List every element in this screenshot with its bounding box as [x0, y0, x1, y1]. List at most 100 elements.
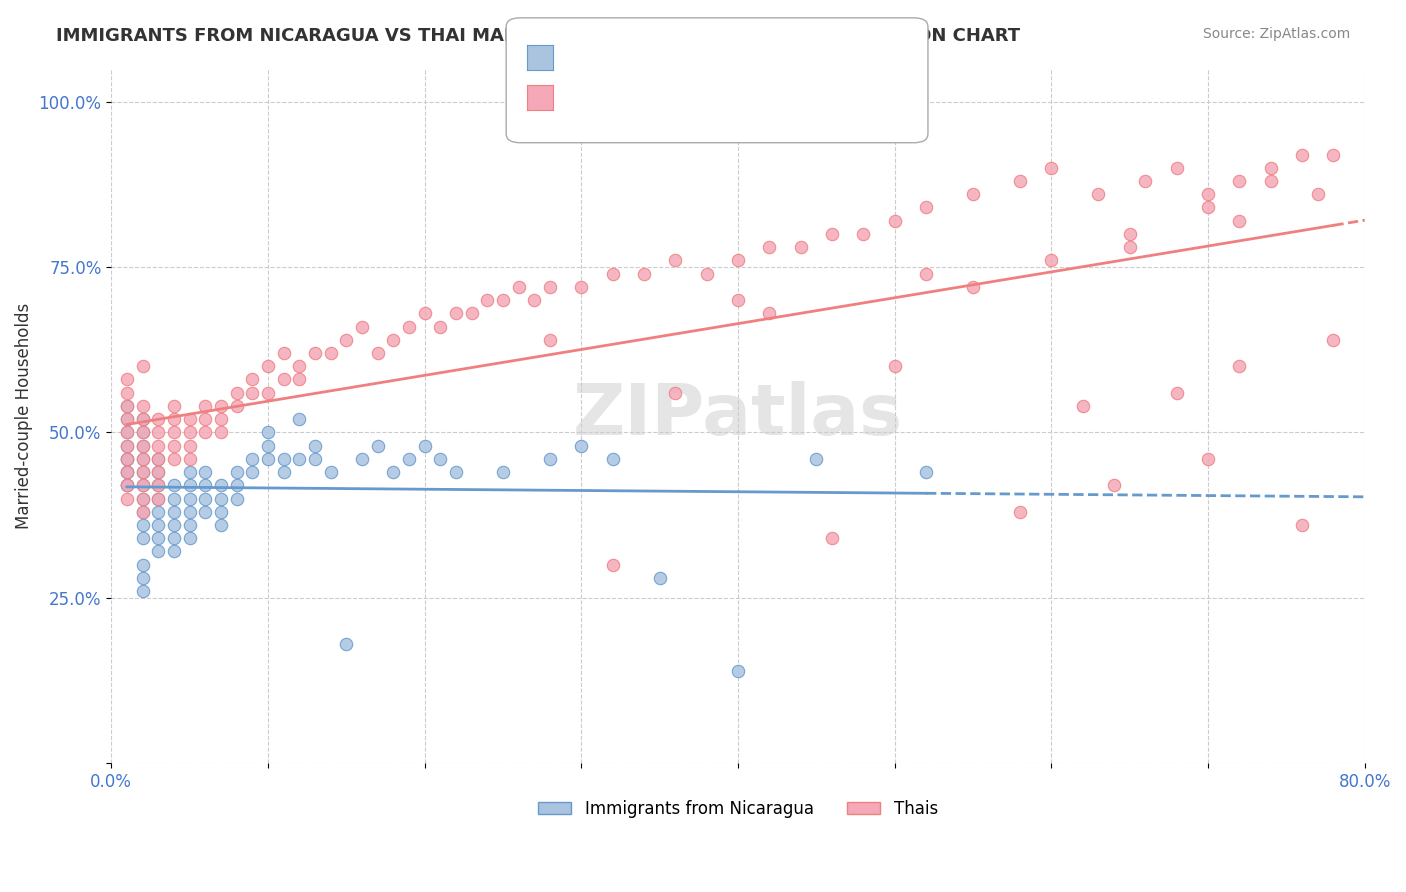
- Point: [179, 505, 201, 519]
- Point: [115, 465, 138, 479]
- Point: [115, 372, 138, 386]
- Point: [350, 319, 373, 334]
- Point: [115, 451, 138, 466]
- Point: [758, 306, 780, 320]
- Point: [398, 319, 420, 334]
- Point: [1102, 478, 1125, 492]
- Point: [131, 518, 153, 533]
- Point: [225, 399, 247, 413]
- Point: [288, 451, 311, 466]
- Point: [257, 425, 280, 440]
- Point: [115, 465, 138, 479]
- Y-axis label: Married-couple Households: Married-couple Households: [15, 302, 32, 529]
- Point: [131, 451, 153, 466]
- Point: [131, 465, 153, 479]
- Point: [1119, 227, 1142, 241]
- Point: [569, 280, 592, 294]
- Point: [883, 213, 905, 227]
- Text: -0.067: -0.067: [626, 47, 685, 65]
- Point: [131, 491, 153, 506]
- Point: [602, 558, 624, 572]
- Point: [209, 518, 232, 533]
- Point: [209, 425, 232, 440]
- Point: [492, 293, 515, 307]
- Point: [163, 439, 186, 453]
- Point: [163, 478, 186, 492]
- Point: [240, 385, 263, 400]
- Point: [131, 425, 153, 440]
- Point: [1306, 187, 1329, 202]
- Point: [304, 451, 326, 466]
- Point: [257, 385, 280, 400]
- Point: [115, 478, 138, 492]
- Point: [131, 478, 153, 492]
- Point: [148, 478, 170, 492]
- Point: [194, 491, 217, 506]
- Point: [508, 280, 530, 294]
- Point: [727, 664, 749, 678]
- Point: [1010, 174, 1032, 188]
- Point: [148, 439, 170, 453]
- Point: [131, 531, 153, 545]
- Point: [194, 478, 217, 492]
- Point: [602, 267, 624, 281]
- Point: [163, 491, 186, 506]
- Point: [209, 491, 232, 506]
- Point: [131, 425, 153, 440]
- Point: [460, 306, 482, 320]
- Point: [821, 531, 844, 545]
- Point: [115, 478, 138, 492]
- Point: [179, 518, 201, 533]
- Point: [319, 465, 342, 479]
- Point: [304, 346, 326, 360]
- Point: [131, 399, 153, 413]
- Point: [1071, 399, 1094, 413]
- Point: [194, 425, 217, 440]
- Point: [179, 465, 201, 479]
- Point: [1040, 161, 1063, 175]
- Point: [962, 280, 984, 294]
- Point: [163, 399, 186, 413]
- Point: [664, 385, 686, 400]
- Point: [1197, 187, 1219, 202]
- Point: [1229, 359, 1251, 374]
- Point: [148, 518, 170, 533]
- Point: [148, 491, 170, 506]
- Point: [1260, 174, 1282, 188]
- Point: [852, 227, 875, 241]
- Point: [569, 439, 592, 453]
- Point: [962, 187, 984, 202]
- Point: [273, 346, 295, 360]
- Point: [225, 478, 247, 492]
- Point: [883, 359, 905, 374]
- Point: [806, 451, 828, 466]
- Point: [194, 412, 217, 426]
- Point: [131, 451, 153, 466]
- Point: [288, 359, 311, 374]
- Point: [225, 465, 247, 479]
- Point: [240, 465, 263, 479]
- Text: ZIPatlas: ZIPatlas: [574, 381, 903, 450]
- Point: [131, 359, 153, 374]
- Point: [523, 293, 546, 307]
- Point: [148, 412, 170, 426]
- Point: [382, 333, 405, 347]
- Point: [304, 439, 326, 453]
- Point: [758, 240, 780, 254]
- Point: [131, 491, 153, 506]
- Point: [179, 478, 201, 492]
- Point: [131, 505, 153, 519]
- Point: [319, 346, 342, 360]
- Point: [115, 439, 138, 453]
- Point: [131, 439, 153, 453]
- Text: 0.425: 0.425: [626, 89, 678, 107]
- Point: [335, 637, 357, 651]
- Point: [790, 240, 813, 254]
- Point: [148, 505, 170, 519]
- Point: [163, 544, 186, 558]
- Point: [148, 465, 170, 479]
- Point: [915, 465, 938, 479]
- Point: [115, 425, 138, 440]
- Point: [148, 465, 170, 479]
- Point: [367, 439, 389, 453]
